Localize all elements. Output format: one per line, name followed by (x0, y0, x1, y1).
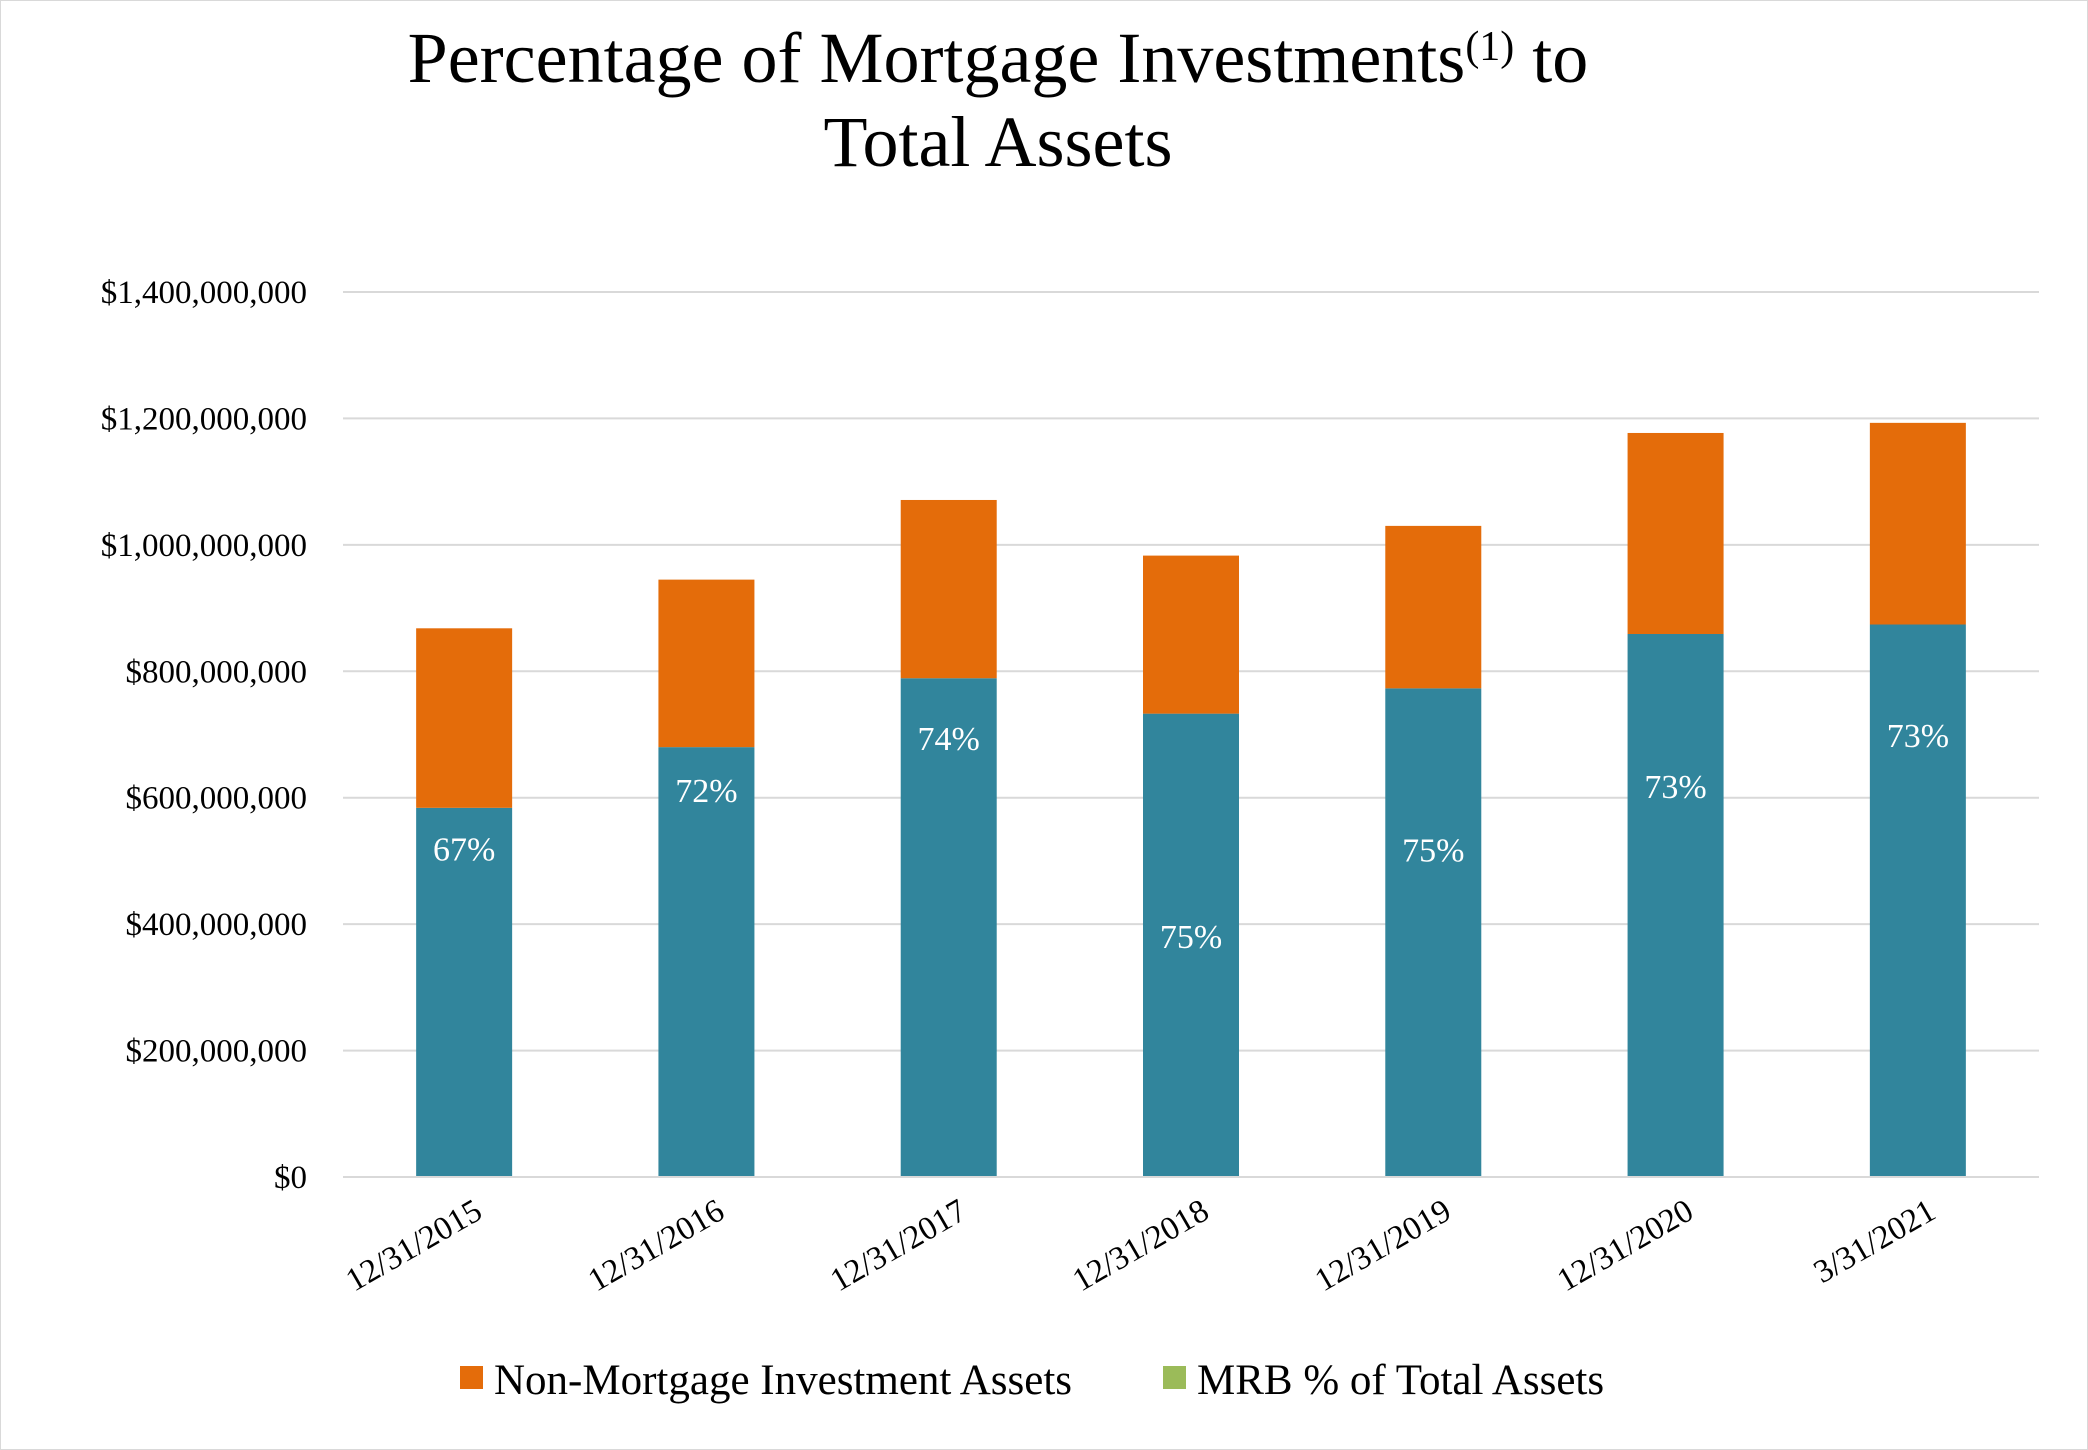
y-axis: $0 $200,000,000 $400,000,000 $600,000,000 $8… (101, 275, 307, 1196)
x-category-label: 12/31/2016 (582, 1193, 730, 1299)
bar-segment-mrb (1143, 713, 1239, 1177)
bar-segment-mrb (900, 678, 997, 1177)
x-category-label: 12/31/2017 (825, 1193, 973, 1299)
bar-segment-non-mortgage (416, 628, 513, 808)
x-category-label: 12/31/2018 (1067, 1193, 1215, 1299)
bar-segment-mrb (658, 747, 755, 1177)
data-label: 67% (433, 831, 495, 868)
y-tick-label: $800,000,000 (126, 654, 308, 690)
chart-title-tail: to (1514, 18, 1588, 98)
bar-segment-non-mortgage (1869, 422, 1966, 625)
legend-swatch (1163, 1366, 1186, 1389)
y-tick-label: $600,000,000 (126, 781, 308, 817)
data-label: 75% (1160, 919, 1222, 956)
data-label: 74% (918, 721, 980, 758)
x-category-label: 12/31/2019 (1309, 1193, 1457, 1299)
legend: Non-Mortgage Investment Assets MRB % of T… (460, 1357, 1604, 1404)
y-tick-label: $1,000,000,000 (101, 528, 307, 564)
x-category-label: 3/31/2021 (1808, 1193, 1942, 1291)
legend-label: Non-Mortgage Investment Assets (494, 1357, 1072, 1404)
data-labels: 67% 72% 74% 75% 75% 73% 73% (433, 718, 1949, 956)
bar-segment-non-mortgage (658, 579, 755, 748)
bars (416, 422, 1966, 1177)
chart-title-line-1: Percentage of Mortgage Investments(1) to (408, 18, 1589, 98)
bar-segment-non-mortgage (1143, 555, 1239, 714)
y-tick-label: $400,000,000 (126, 907, 308, 943)
x-category-label: 12/31/2015 (340, 1193, 488, 1299)
bar-segment-non-mortgage (900, 499, 997, 679)
data-label: 73% (1644, 769, 1706, 806)
data-label: 73% (1887, 718, 1949, 755)
y-tick-label: $1,200,000,000 (101, 401, 307, 437)
chart-title-line-2: Total Assets (824, 102, 1173, 182)
data-label: 75% (1402, 833, 1464, 870)
bar-segment-mrb (416, 807, 513, 1177)
bar-segment-non-mortgage (1627, 432, 1724, 634)
x-axis: 12/31/2015 12/31/2016 12/31/2017 12/31/2018… (340, 1176, 2039, 1299)
chart-title-superscript: (1) (1465, 24, 1514, 70)
legend-label: MRB % of Total Assets (1197, 1357, 1604, 1404)
bar-segment-mrb (1869, 624, 1966, 1177)
y-tick-label: $200,000,000 (126, 1034, 308, 1070)
y-tick-label: $1,400,000,000 (101, 275, 307, 311)
y-tick-label: $0 (274, 1160, 307, 1196)
x-category-label: 12/31/2020 (1551, 1193, 1699, 1299)
chart-title-main: Percentage of Mortgage Investments (408, 18, 1466, 98)
bar-segment-mrb (1627, 633, 1724, 1177)
legend-swatch (460, 1366, 483, 1389)
bar-segment-non-mortgage (1385, 525, 1482, 689)
bar-segment-mrb (1385, 688, 1482, 1177)
data-label: 72% (675, 773, 737, 810)
